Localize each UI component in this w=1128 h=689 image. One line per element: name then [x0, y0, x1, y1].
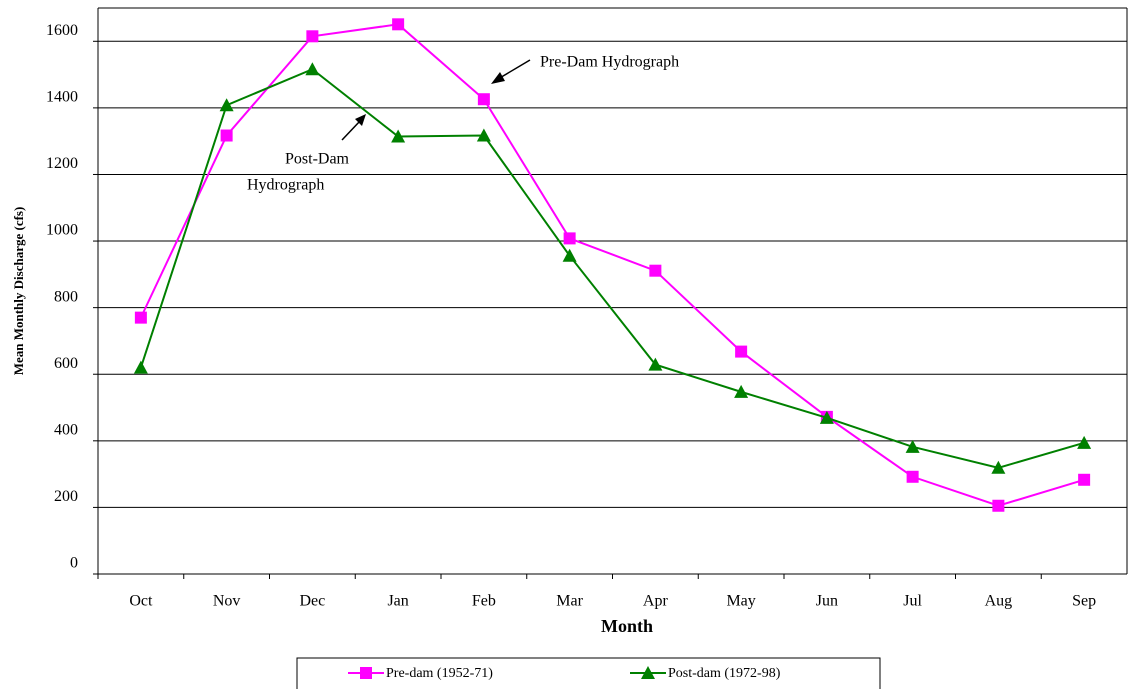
x-axis-label: Month	[601, 616, 653, 636]
x-tick-label: Mar	[556, 593, 583, 610]
marker	[305, 62, 320, 76]
marker	[735, 345, 748, 358]
marker	[641, 666, 655, 679]
y-tick-label: 1600	[46, 22, 78, 39]
x-tick-label: Jun	[816, 593, 838, 610]
series-line	[139, 23, 1085, 507]
marker	[648, 357, 663, 371]
marker	[991, 460, 1006, 474]
y-tick-label: 1000	[46, 222, 78, 239]
annotation: Pre-Dam Hydrograph	[540, 54, 679, 71]
marker	[734, 384, 749, 398]
x-tick-label: Feb	[472, 593, 496, 610]
y-tick-label: 800	[54, 288, 78, 305]
x-tick-label: Apr	[643, 593, 669, 610]
marker	[563, 232, 576, 245]
marker	[476, 128, 491, 142]
annotation-arrow	[497, 59, 531, 80]
marker	[391, 129, 406, 143]
legend	[296, 657, 881, 689]
annotation: Hydrograph	[247, 177, 324, 194]
x-tick-label: Nov	[213, 593, 241, 610]
y-tick-label: 600	[54, 355, 78, 372]
marker	[1077, 435, 1092, 449]
legend-label: Post-dam (1972-98)	[668, 666, 781, 681]
marker	[134, 311, 147, 324]
x-tick-label: Sep	[1072, 593, 1096, 610]
marker	[992, 499, 1005, 512]
annotation-arrowhead	[355, 114, 366, 126]
marker	[905, 439, 920, 453]
x-tick-label: Aug	[985, 593, 1013, 610]
y-tick-label: 1200	[46, 155, 78, 172]
x-tick-label: May	[726, 593, 755, 610]
marker	[906, 470, 919, 483]
y-axis-label: Mean Monthly Discharge (cfs)	[11, 207, 26, 376]
marker	[477, 93, 490, 106]
marker	[1078, 473, 1091, 486]
annotation: Post-Dam	[285, 151, 350, 168]
annotation-arrow	[341, 120, 361, 141]
y-tick-label: 0	[70, 555, 78, 572]
x-tick-label: Oct	[129, 593, 153, 610]
marker	[392, 18, 405, 31]
x-tick-label: Dec	[299, 593, 325, 610]
marker	[306, 30, 319, 43]
y-tick-label: 200	[54, 488, 78, 505]
x-tick-label: Jan	[387, 593, 408, 610]
x-tick-label: Jul	[903, 593, 922, 610]
legend-label: Pre-dam (1952-71)	[386, 666, 493, 681]
marker	[220, 129, 233, 142]
y-tick-label: 1400	[46, 89, 78, 106]
annotation-arrowhead	[491, 72, 505, 84]
marker	[360, 667, 372, 679]
marker	[133, 360, 148, 374]
marker	[219, 98, 234, 112]
series-line	[139, 68, 1085, 469]
y-tick-label: 400	[54, 421, 78, 438]
marker	[819, 410, 834, 424]
marker	[649, 264, 662, 277]
marker	[562, 248, 577, 262]
